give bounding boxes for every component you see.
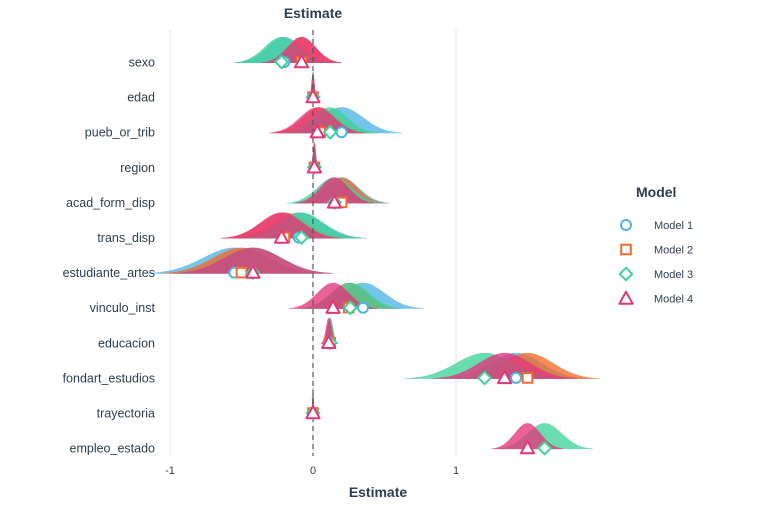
legend-key-model-4 <box>618 290 634 305</box>
marker-model-3-fondart-estudios <box>476 370 493 386</box>
ridge-layer <box>146 37 600 450</box>
x-axis-tick-labels: -1 0 1 <box>165 465 459 477</box>
marker-model-4-fondart-estudios <box>497 370 513 385</box>
marker-model-3-sexo <box>273 54 290 70</box>
legend-title: Model <box>636 184 676 200</box>
ridge-model-4-trans-disp <box>221 212 342 239</box>
term-label-acad-form-disp: acad_form_disp <box>66 196 155 210</box>
term-label-trayectoria: trayectoria <box>97 407 155 421</box>
marker-model-4-pueb-or-trib <box>309 124 325 139</box>
x-tick-label: 1 <box>453 465 459 477</box>
term-label-empleo-estado: empleo_estado <box>70 442 156 456</box>
marker-model-1-fondart-estudios <box>510 371 523 384</box>
marker-model-4-acad-form-disp <box>326 194 343 209</box>
marker-model-4-edad <box>305 89 321 104</box>
marker-model-3-trans-disp <box>293 229 310 246</box>
legend-key-model-3 <box>618 266 634 282</box>
marker-model-4-trayectoria <box>305 405 321 420</box>
marker-model-4-region <box>306 159 323 174</box>
term-label-edad: edad <box>127 91 155 105</box>
legend-key-model-1 <box>620 219 632 231</box>
x-tick-label: 0 <box>310 465 316 477</box>
marker-model-4-vinculo-inst <box>325 299 341 314</box>
term-label-estudiante-artes: estudiante_artes <box>63 266 155 280</box>
legend-key-model-2 <box>620 243 632 256</box>
marker-model-3-vinculo-inst <box>342 300 358 316</box>
x-axis-title: Estimate <box>349 484 408 500</box>
marker-model-4-empleo-estado <box>519 440 536 455</box>
ridge-model-4-fondart-estudios <box>432 352 577 379</box>
term-label-region: region <box>120 161 155 175</box>
marker-model-4-sexo <box>293 54 310 69</box>
marker-model-3-pueb-or-trib <box>322 124 338 140</box>
marker-model-1-pueb-or-trib <box>335 126 348 139</box>
term-label-trans-disp: trans_disp <box>97 231 155 245</box>
legend: Model Model 1 Model 2 Model 3 Model 4 <box>618 184 693 306</box>
marker-model-1-vinculo-inst <box>357 301 370 314</box>
ridge-model-4-vinculo-inst <box>288 282 378 309</box>
ridge-model-4-acad-form-disp <box>294 177 375 204</box>
legend-label-model-2: Model 2 <box>654 245 693 257</box>
term-label-vinculo-inst: vinculo_inst <box>90 301 156 315</box>
term-label-sexo: sexo <box>129 56 155 70</box>
x-tick-label: -1 <box>165 465 175 477</box>
legend-label-model-3: Model 3 <box>654 269 693 281</box>
chart-title: Estimate <box>284 5 343 21</box>
ridge-model-4-estudiante-artes <box>172 247 334 274</box>
marker-model-3-empleo-estado <box>537 440 553 456</box>
marker-model-4-trans-disp <box>273 229 290 244</box>
marker-model-2-fondart-estudios <box>521 372 534 384</box>
marker-model-4-estudiante-artes <box>245 264 261 279</box>
marker-model-2-estudiante-artes <box>235 266 248 279</box>
term-label-educacion: educacion <box>98 336 155 350</box>
legend-label-model-4: Model 4 <box>654 294 693 306</box>
marker-model-4-educacion <box>321 335 337 349</box>
term-label-pueb-or-trib: pueb_or_trib <box>85 126 155 140</box>
marker-layer <box>228 54 553 456</box>
legend-label-model-1: Model 1 <box>654 220 693 232</box>
term-label-fondart-estudios: fondart_estudios <box>63 371 155 385</box>
